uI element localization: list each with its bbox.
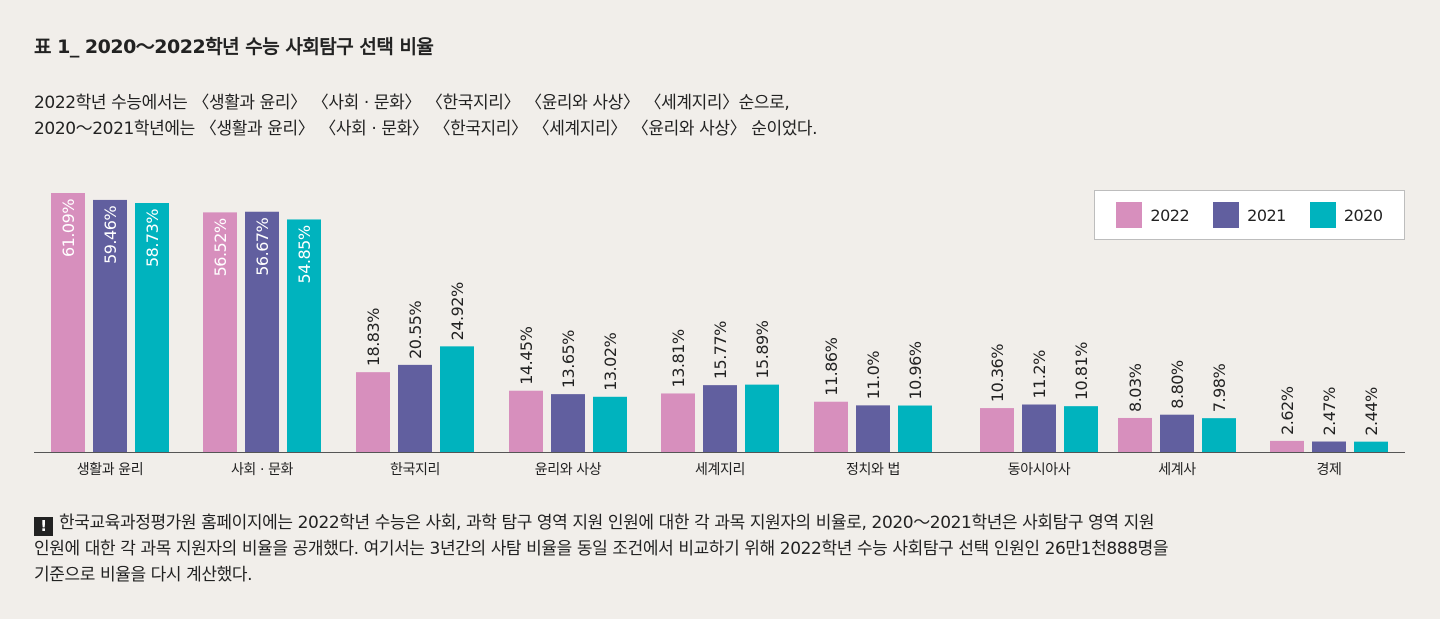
data-label-2021-6: 11.2% [1030, 350, 1049, 399]
legend-item-2020: 2020 [1309, 202, 1383, 228]
data-label-2021-7: 8.80% [1168, 360, 1187, 409]
data-label-2021-8: 2.47% [1320, 387, 1339, 436]
data-label-2020-0: 58.73% [143, 209, 162, 267]
bar-2021-3 [551, 394, 585, 452]
bar-2020-5 [898, 405, 932, 452]
bar-2021-2 [398, 364, 432, 452]
data-label-2022-6: 10.36% [988, 344, 1007, 402]
data-label-2022-5: 11.86% [822, 337, 841, 395]
bar-2022-3 [509, 390, 543, 452]
bar-2020-2 [440, 346, 474, 452]
bar-2021-5 [856, 405, 890, 452]
category-label-5: 정치와 법 [846, 462, 900, 478]
data-label-2021-5: 11.0% [864, 351, 883, 400]
category-label-0: 생활과 윤리 [77, 462, 143, 478]
data-label-2022-8: 2.62% [1278, 386, 1297, 435]
data-label-2020-7: 7.98% [1210, 364, 1229, 413]
legend-swatch-2022 [1116, 202, 1143, 228]
bar-2021-4 [703, 385, 737, 452]
bar-2021-0 [93, 199, 127, 452]
category-label-3: 윤리와 사상 [535, 462, 602, 478]
legend-label-2022: 2022 [1150, 205, 1190, 225]
bar-2022-6 [980, 408, 1014, 452]
footnote: ! 한국교육과정평가원 홈페이지에는 2022학년 수능은 사회, 과학 탐구 영… [34, 510, 1168, 588]
data-label-2021-0: 59.46% [101, 206, 120, 264]
bar-2021-1 [245, 211, 279, 452]
bar-2020-4 [745, 384, 779, 452]
legend-item-2021: 2021 [1213, 202, 1286, 228]
data-label-2021-2: 20.55% [406, 301, 425, 359]
legend-label-2021: 2021 [1247, 205, 1286, 225]
data-label-2020-4: 15.89% [753, 320, 772, 378]
bar-2022-5 [814, 401, 848, 452]
bar-2020-3 [593, 396, 627, 452]
bar-2020-6 [1064, 406, 1098, 452]
bar-2020-8 [1354, 441, 1388, 452]
category-label-2: 한국지리 [390, 462, 440, 478]
chart-title: 표 1_ 2020～2022학년 수능 사회탐구 선택 비율 [34, 36, 434, 58]
data-label-2022-0: 61.09% [59, 199, 78, 257]
footnote-line-1: 한국교육과정평가원 홈페이지에는 2022학년 수능은 사회, 과학 탐구 영역… [59, 513, 1155, 533]
exclamation-icon: ! [34, 517, 53, 536]
bar-2020-0 [135, 203, 169, 452]
category-label-8: 경제 [1317, 462, 1342, 478]
bar-2022-4 [661, 393, 695, 452]
bar-2022-7 [1118, 417, 1152, 452]
data-label-2020-8: 2.44% [1362, 387, 1381, 436]
bar-2022-1 [203, 212, 237, 452]
data-label-2020-6: 10.81% [1072, 342, 1091, 400]
data-label-2021-1: 56.67% [253, 217, 272, 275]
bar-2021-8 [1312, 441, 1346, 452]
intro-line-1: 2022학년 수능에서는 〈생활과 윤리〉 〈사회 · 문화〉 〈한국지리〉 〈… [34, 93, 790, 113]
data-label-2021-4: 15.77% [711, 321, 730, 379]
category-label-6: 동아시아사 [1008, 462, 1071, 478]
legend-swatch-2021 [1213, 202, 1240, 228]
bar-2022-8 [1270, 440, 1304, 452]
data-label-2021-3: 13.65% [559, 330, 578, 388]
category-label-7: 세계사 [1158, 462, 1196, 478]
chart-legend: 2022 2021 2020 [1094, 190, 1405, 240]
bar-2021-7 [1160, 414, 1194, 452]
bar-2020-7 [1202, 418, 1236, 452]
data-label-2020-2: 24.92% [448, 282, 467, 340]
bar-2022-2 [356, 372, 390, 452]
bar-2021-6 [1022, 404, 1056, 452]
legend-swatch-2020 [1309, 202, 1336, 228]
category-label-4: 세계지리 [695, 462, 745, 478]
legend-label-2020: 2020 [1343, 205, 1383, 225]
legend-item-2022: 2022 [1116, 202, 1190, 228]
footnote-line-2: 인원에 대한 각 과목 지원자의 비율을 공개했다. 여기서는 3년간의 사탐 … [34, 539, 1169, 559]
data-label-2022-4: 13.81% [669, 329, 688, 387]
data-label-2020-5: 10.96% [906, 341, 925, 399]
data-label-2022-3: 14.45% [517, 326, 536, 384]
bar-chart: 61.09% 59.46% 58.73% 생활과 윤리 56.52% 56.67% 54.8… [34, 193, 1405, 478]
data-label-2022-7: 8.03% [1126, 363, 1145, 412]
footnote-line-3: 기준으로 비율을 다시 계산했다. [34, 565, 253, 585]
data-label-2022-2: 18.83% [364, 308, 383, 366]
category-label-1: 사회 · 문화 [231, 462, 294, 478]
intro-text: 2022학년 수능에서는 〈생활과 윤리〉 〈사회 · 문화〉 〈한국지리〉 〈… [34, 90, 818, 142]
data-label-2022-1: 56.52% [211, 218, 230, 276]
bar-2022-0 [51, 193, 85, 452]
bar-2020-1 [287, 219, 321, 452]
intro-line-2: 2020～2021학년에는 〈생활과 윤리〉 〈사회 · 문화〉 〈한국지리〉 … [34, 119, 818, 139]
data-label-2020-3: 13.02% [601, 332, 620, 390]
data-label-2020-1: 54.85% [295, 225, 314, 283]
